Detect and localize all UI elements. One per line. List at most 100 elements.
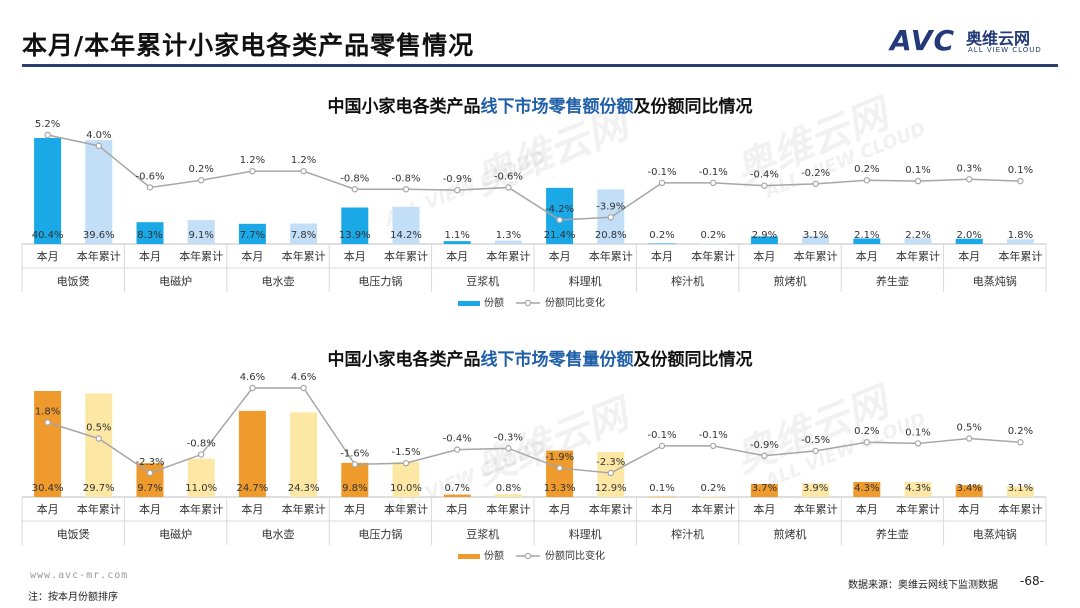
change-point: [95, 142, 103, 150]
bar-value-label: 7.8%: [291, 230, 316, 241]
bar: [853, 238, 881, 244]
change-point: [863, 439, 871, 446]
group-label: 料理机: [569, 274, 602, 288]
change-value-label: 0.2%: [188, 164, 213, 175]
data-source: 数据来源：奥维云网线下监测数据: [848, 580, 998, 591]
bar: [85, 140, 113, 244]
change-point: [658, 442, 666, 450]
bar-value-label: 3.1%: [803, 230, 828, 241]
bar: [187, 458, 215, 497]
sub-category-label: 本年累计: [896, 249, 940, 263]
chart-title: 中国小家电各类产品线下市场零售量份额及份额同比情况: [328, 349, 753, 370]
legend-label-share: 份额: [484, 296, 504, 309]
sub-category-label: 本年累计: [486, 502, 530, 516]
sub-category-label: 本年累计: [691, 249, 735, 263]
sub-category-label: 本年累计: [896, 502, 940, 516]
change-value-label: -0.8%: [187, 439, 216, 450]
bar: [955, 238, 983, 244]
legend-swatch-share: [458, 554, 480, 559]
change-value-label: 0.1%: [905, 427, 930, 438]
sub-category-label: 本年累计: [998, 249, 1042, 263]
bar: [136, 463, 164, 497]
bar: [238, 410, 266, 497]
change-point: [454, 186, 461, 194]
bar: [699, 496, 727, 497]
logo-cn-text: 奥维云网: [966, 29, 1031, 48]
bar-value-label: 12.9%: [595, 483, 627, 494]
sub-category-label: 本年累计: [794, 502, 838, 516]
sub-category-label: 本年累计: [77, 502, 121, 516]
bar: [546, 187, 574, 244]
change-value-label: 4.0%: [86, 130, 111, 141]
change-value-label: 5.2%: [35, 119, 60, 130]
change-line: [47, 134, 1021, 221]
change-point: [197, 177, 205, 184]
logo-mark: AVC: [890, 24, 955, 57]
bar: [34, 391, 62, 497]
change-value-label: -0.1%: [647, 167, 676, 178]
bar: [802, 235, 830, 244]
bar: [853, 482, 881, 497]
bar-value-label: 3.4%: [956, 483, 981, 494]
change-point: [402, 186, 410, 193]
change-point: [505, 184, 512, 191]
sub-category-label: 本月: [753, 249, 775, 263]
bar-value-label: 24.7%: [237, 483, 269, 494]
sub-category-label: 本月: [241, 502, 263, 516]
sub-category-label: 本年累计: [282, 249, 326, 263]
change-point: [658, 179, 666, 187]
group-label: 电水壶: [262, 527, 295, 541]
chart-title: 中国小家电各类产品线下市场零售额份额及份额同比情况: [328, 96, 753, 117]
change-point: [710, 442, 717, 450]
bar: [648, 243, 676, 245]
bar-value-label: 39.6%: [83, 230, 115, 241]
change-point: [249, 167, 256, 175]
bar-value-label: 3.9%: [803, 483, 828, 494]
change-value-label: 0.1%: [1008, 165, 1033, 176]
bar-value-label: 9.1%: [188, 230, 213, 241]
legend-marker-change: [524, 552, 532, 560]
bar-value-label: 14.2%: [390, 230, 422, 241]
bar-value-label: 1.3%: [496, 230, 521, 241]
bar: [1006, 239, 1034, 244]
change-point: [812, 180, 819, 188]
bar: [648, 496, 676, 498]
change-point: [761, 182, 768, 189]
bar: [443, 494, 471, 497]
sub-category-label: 本月: [344, 502, 366, 516]
sub-category-label: 本年累计: [998, 502, 1042, 516]
change-value-label: -0.1%: [647, 430, 676, 441]
sub-category-label: 本月: [753, 502, 775, 516]
bar: [1006, 486, 1034, 497]
group-label: 电蒸炖锅: [973, 275, 1017, 288]
change-point: [300, 167, 307, 175]
bar-value-label: 1.8%: [1008, 230, 1033, 241]
change-value-label: -1.5%: [391, 447, 420, 458]
change-value-label: -1.9%: [545, 452, 574, 463]
sales-volume-share-chart: 中国小家电各类产品线下市场零售量份额及份额同比情况 30.4% 本月 29.7% 本年累…: [21, 349, 1047, 562]
change-point: [249, 384, 256, 392]
sub-category-label: 本月: [958, 249, 980, 263]
change-value-label: -1.6%: [340, 448, 369, 459]
bar-value-label: 2.9%: [752, 230, 777, 241]
bar: [187, 220, 215, 244]
group-label: 电水壶: [262, 274, 295, 288]
site-url: www.avc-mr.com: [30, 570, 129, 581]
bar: [341, 207, 369, 244]
group-label: 电饭煲: [57, 528, 90, 541]
bar: [34, 138, 62, 244]
bar-value-label: 40.4%: [32, 230, 64, 241]
change-point: [607, 214, 615, 221]
bar: [494, 240, 522, 244]
sub-category-label: 本月: [139, 502, 161, 516]
sub-category-label: 本年累计: [486, 249, 530, 263]
change-value-label: -0.6%: [494, 171, 523, 182]
bar-value-label: 3.1%: [1008, 483, 1033, 494]
change-value-label: 0.2%: [854, 164, 879, 175]
change-value-label: -0.4%: [750, 170, 779, 181]
bar-value-label: 3.7%: [752, 483, 777, 494]
bar-value-label: 20.8%: [595, 230, 627, 241]
change-point: [761, 452, 768, 459]
bar-value-label: 29.7%: [83, 483, 115, 494]
bar: [290, 223, 318, 244]
